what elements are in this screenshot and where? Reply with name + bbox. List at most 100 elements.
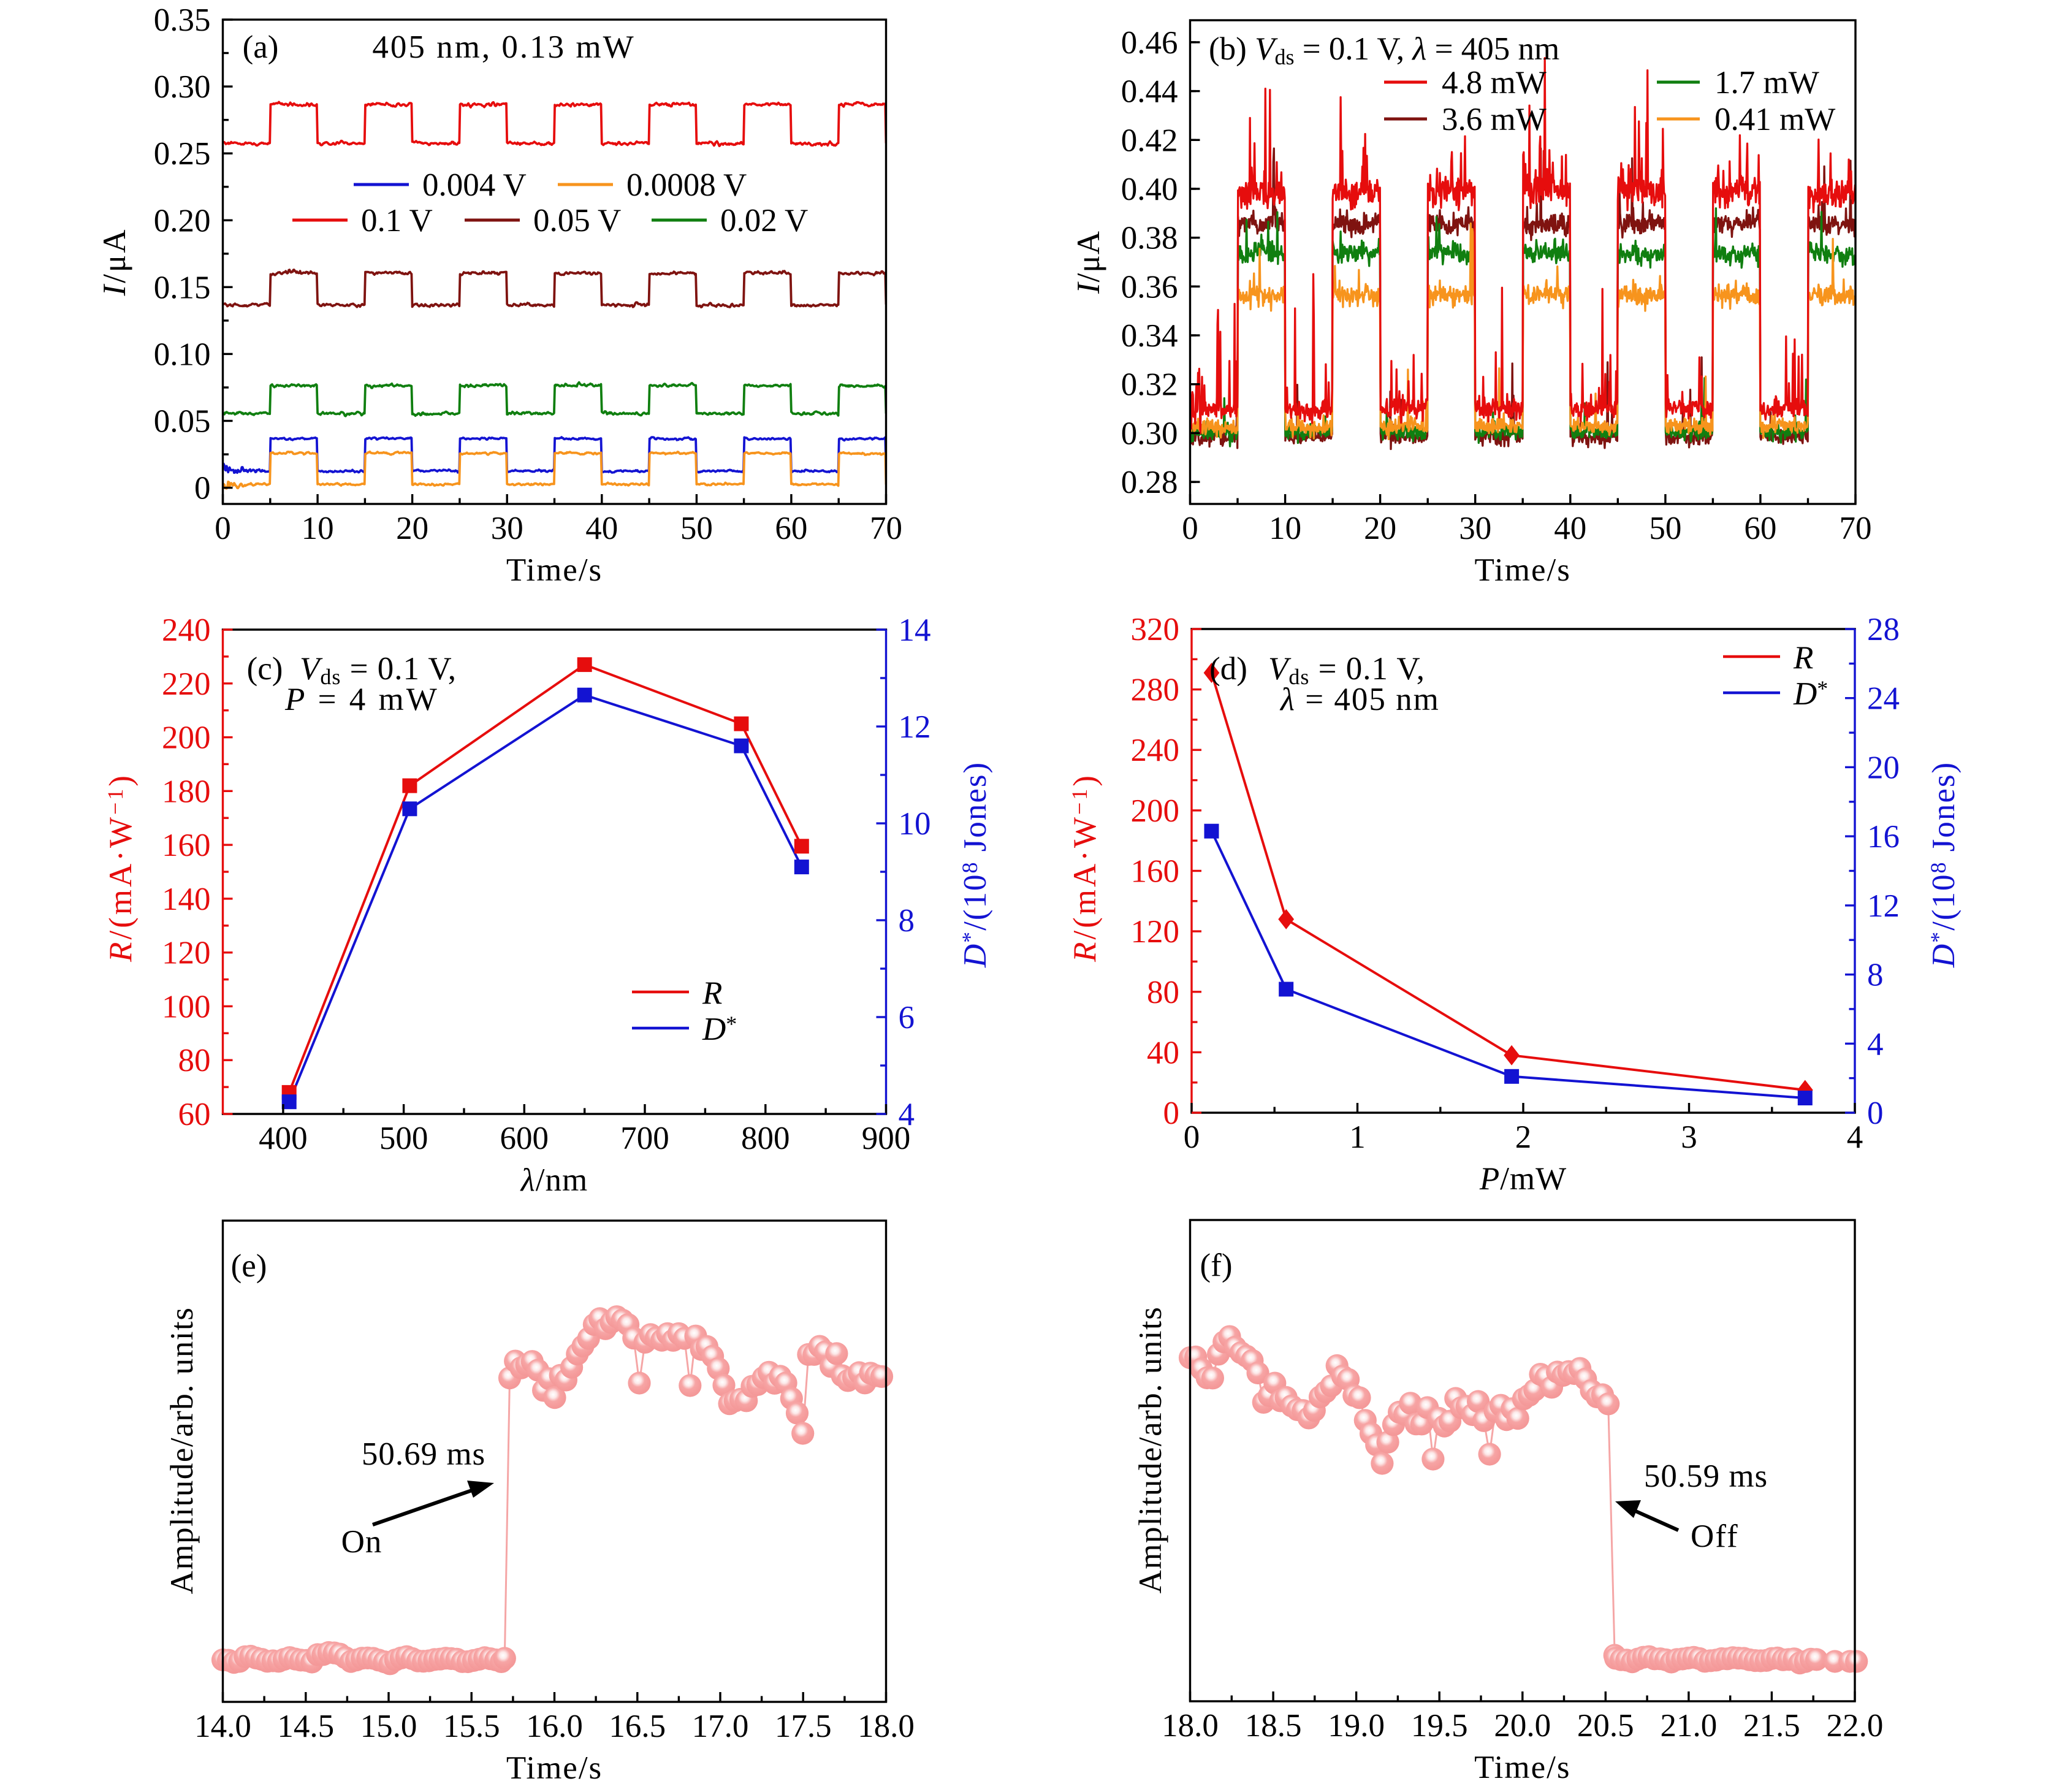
svg-text:(e): (e): [231, 1248, 267, 1284]
svg-text:10: 10: [1269, 511, 1301, 546]
svg-text:100: 100: [162, 989, 211, 1024]
svg-text:16.5: 16.5: [609, 1709, 666, 1744]
svg-text:18.5: 18.5: [1245, 1708, 1302, 1744]
svg-text:Amplitude/arb. units: Amplitude/arb. units: [164, 1307, 200, 1595]
svg-text:180: 180: [162, 774, 211, 809]
svg-text:0.004 V: 0.004 V: [422, 167, 527, 203]
svg-text:0.42: 0.42: [1121, 123, 1178, 158]
svg-text:0.41 mW: 0.41 mW: [1714, 102, 1835, 137]
svg-text:λ/nm: λ/nm: [520, 1162, 588, 1198]
svg-text:Time/s: Time/s: [506, 552, 603, 588]
svg-text:17.0: 17.0: [692, 1709, 749, 1744]
svg-text:220: 220: [162, 666, 211, 702]
svg-text:0.35: 0.35: [154, 2, 211, 38]
svg-text:(f): (f): [1200, 1248, 1233, 1283]
svg-text:50: 50: [680, 511, 713, 546]
svg-text:14: 14: [899, 612, 931, 648]
svg-text:160: 160: [1131, 854, 1180, 890]
svg-text:160: 160: [162, 828, 211, 863]
svg-text:(d): (d): [1209, 651, 1247, 687]
svg-text:400: 400: [259, 1121, 308, 1156]
svg-text:60: 60: [775, 511, 807, 546]
svg-text:14.5: 14.5: [277, 1709, 334, 1744]
svg-text:Vds = 0.1 V,: Vds = 0.1 V,: [300, 651, 457, 689]
svg-text:0: 0: [1184, 1119, 1200, 1155]
svg-text:0.20: 0.20: [154, 203, 211, 238]
svg-text:Off: Off: [1691, 1519, 1739, 1554]
svg-text:40: 40: [585, 511, 618, 546]
svg-text:4: 4: [1867, 1026, 1884, 1062]
svg-text:0.32: 0.32: [1121, 367, 1178, 403]
svg-text:6: 6: [899, 1000, 915, 1035]
svg-text:I/μA: I/μA: [1071, 231, 1106, 294]
svg-text:60: 60: [1744, 511, 1776, 546]
svg-text:Time/s: Time/s: [1475, 552, 1571, 588]
svg-text:120: 120: [162, 936, 211, 971]
svg-text:1.7 mW: 1.7 mW: [1714, 65, 1819, 101]
svg-text:320: 320: [1131, 612, 1180, 647]
svg-text:λ = 405 nm: λ = 405 nm: [1279, 682, 1440, 717]
svg-text:10: 10: [899, 806, 931, 842]
svg-text:Amplitude/arb. units: Amplitude/arb. units: [1133, 1306, 1168, 1594]
svg-text:Time/s: Time/s: [506, 1750, 603, 1786]
svg-text:30: 30: [491, 511, 523, 546]
svg-text:0: 0: [215, 511, 231, 546]
svg-text:120: 120: [1131, 914, 1180, 950]
svg-text:0.34: 0.34: [1121, 318, 1178, 354]
svg-text:14.0: 14.0: [194, 1709, 251, 1744]
svg-text:30: 30: [1459, 511, 1491, 546]
svg-text:12: 12: [899, 709, 931, 745]
svg-text:240: 240: [1131, 733, 1180, 768]
svg-text:(b) Vds = 0.1 V, λ = 405 nm: (b) Vds = 0.1 V, λ = 405 nm: [1209, 31, 1559, 69]
svg-text:0: 0: [1182, 511, 1198, 546]
svg-text:(c): (c): [247, 651, 283, 687]
svg-text:70: 70: [1840, 511, 1872, 546]
svg-text:15.5: 15.5: [443, 1709, 500, 1744]
svg-text:80: 80: [1147, 975, 1179, 1010]
svg-text:19.0: 19.0: [1328, 1708, 1385, 1744]
svg-text:0.25: 0.25: [154, 136, 211, 172]
svg-text:0.30: 0.30: [154, 69, 211, 105]
svg-text:R: R: [702, 975, 722, 1011]
svg-text:40: 40: [1554, 511, 1586, 546]
svg-text:80: 80: [178, 1043, 211, 1078]
svg-text:18.0: 18.0: [858, 1709, 915, 1744]
svg-text:0.40: 0.40: [1121, 172, 1178, 207]
svg-text:(a): (a): [243, 29, 279, 65]
svg-text:0.0008 V: 0.0008 V: [626, 167, 747, 203]
svg-text:70: 70: [870, 511, 902, 546]
svg-text:Time/s: Time/s: [1474, 1750, 1570, 1785]
svg-text:0.1 V: 0.1 V: [361, 203, 433, 238]
svg-text:3: 3: [1681, 1119, 1697, 1155]
svg-text:22.0: 22.0: [1827, 1708, 1884, 1744]
svg-text:0: 0: [194, 471, 211, 506]
svg-text:20: 20: [396, 511, 428, 546]
svg-text:0: 0: [1867, 1096, 1884, 1131]
svg-text:8: 8: [899, 903, 915, 939]
svg-text:60: 60: [178, 1097, 211, 1132]
svg-text:1: 1: [1349, 1119, 1366, 1155]
svg-text:16.0: 16.0: [526, 1709, 583, 1744]
svg-text:4.8 mW: 4.8 mW: [1442, 65, 1547, 101]
svg-text:0.10: 0.10: [154, 337, 211, 372]
svg-text:500: 500: [379, 1121, 428, 1156]
svg-text:900: 900: [862, 1121, 911, 1156]
svg-text:50.69 ms: 50.69 ms: [362, 1436, 485, 1472]
svg-text:20.5: 20.5: [1577, 1708, 1634, 1744]
svg-text:700: 700: [620, 1121, 669, 1156]
svg-text:21.0: 21.0: [1661, 1708, 1718, 1744]
svg-text:16: 16: [1867, 819, 1900, 855]
svg-text:18.0: 18.0: [1162, 1708, 1219, 1744]
svg-text:15.0: 15.0: [360, 1709, 417, 1744]
svg-text:200: 200: [162, 720, 211, 756]
svg-text:28: 28: [1867, 612, 1900, 647]
svg-text:8: 8: [1867, 958, 1884, 993]
svg-text:0.46: 0.46: [1121, 25, 1178, 61]
svg-text:20: 20: [1867, 750, 1900, 785]
svg-text:3.6 mW: 3.6 mW: [1442, 102, 1547, 137]
svg-text:21.5: 21.5: [1743, 1708, 1800, 1744]
svg-text:0: 0: [1163, 1096, 1180, 1131]
svg-text:D*: D*: [1793, 676, 1828, 712]
svg-text:800: 800: [741, 1121, 790, 1156]
svg-text:P = 4 mW: P = 4 mW: [284, 682, 440, 717]
